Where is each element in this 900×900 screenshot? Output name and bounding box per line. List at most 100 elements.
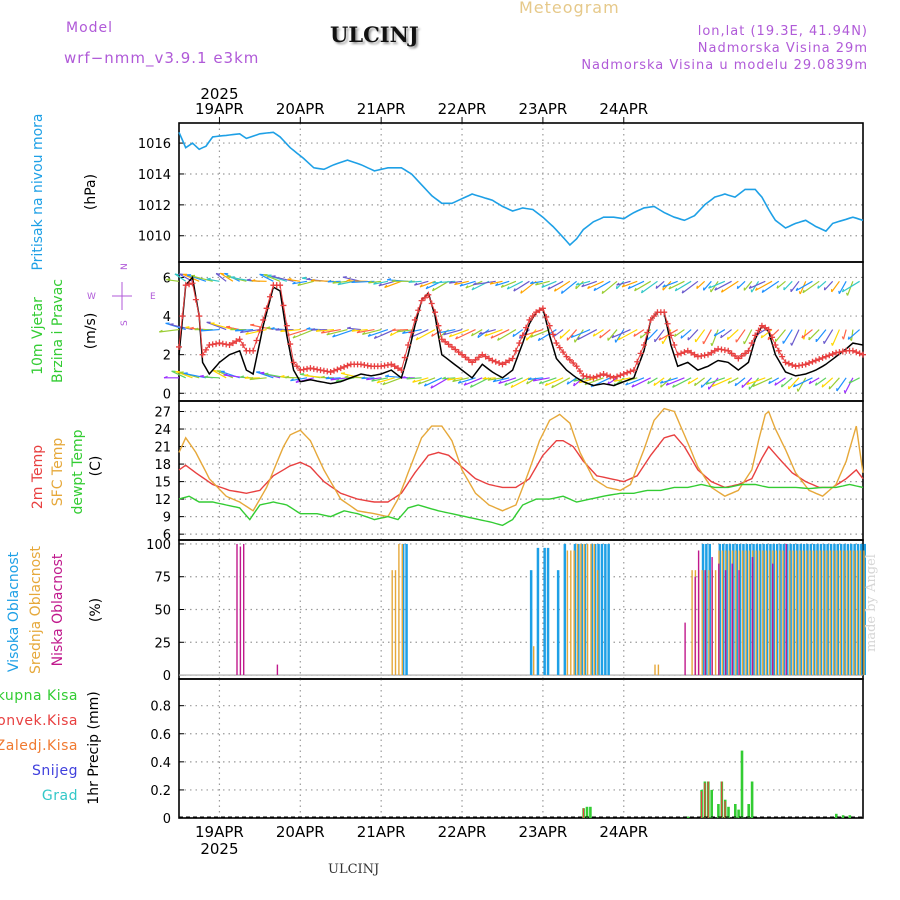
wind-gust-marker [240,342,247,349]
wind-arrow-head [280,329,284,333]
wind-arrow [204,376,220,379]
cloud-high-bar [816,543,819,676]
wind-gust-marker [829,351,836,358]
wind-arrow [755,280,773,291]
wind-arrow [696,280,706,290]
cloud-high-bar [853,543,856,676]
wind-arrow [817,280,827,289]
wind-arrow [287,278,301,282]
cloud-mid-bar [859,550,862,676]
cloud-mid-bar [832,550,835,676]
wind-arrow-head [326,332,330,336]
cloud-high-bar [752,543,755,676]
cloud-high-bar [765,543,769,676]
wind-gust-marker [539,305,546,312]
wind-gust-marker [432,309,439,316]
model-version: wrf−nmm_v3.9.1 e3km [64,49,260,67]
compass-n: N [120,263,130,270]
wind-arrow [497,329,517,341]
pressure-series-line [178,131,864,247]
cloud-high-bar [819,543,823,676]
wind-arrow-head [573,382,576,387]
wind-arrow-head [776,285,779,289]
wind-arrow [727,377,739,384]
precip-conv-bar [721,781,723,818]
wind-arrow-head [346,278,351,282]
wind-arrow-head [332,280,337,284]
wind-arrow-head [790,342,793,346]
cloud-high-bar [573,543,577,676]
cloud-high-bar [796,543,799,676]
wind-arrow [406,377,422,380]
cloud-mid-bar [401,543,403,676]
wind-arrow-head [702,341,705,345]
cloud-mid-bar [394,570,397,676]
cloud-high-bar [779,543,782,676]
y-tick-label: 12 [154,493,171,508]
wind-gust-marker [819,354,826,361]
wind-arrow [665,377,685,386]
wind-gust-marker [563,353,570,360]
cloud-high-bar [806,543,809,676]
wind-gust-marker [492,358,499,365]
wind-arrow-head [478,331,482,335]
wind-arrow [373,280,389,285]
wind-gust-marker [637,350,644,357]
wind-arrow [263,274,281,282]
wind-arrow [581,280,598,288]
wind-arrow [443,328,463,336]
cloud-mid-bar [593,543,595,676]
wind-gust-marker [728,350,735,357]
wind-gust-marker [620,370,627,377]
wind-arrow-head [752,383,756,387]
wind-arrow-head [332,334,336,338]
wind-arrow-head [489,281,494,285]
wind-arrow-head [315,329,320,332]
wind-arrow-head [655,285,658,289]
wind-gust-marker [388,361,395,368]
wind-arrow-head [661,340,664,344]
wind-gust-marker [543,314,550,321]
wind-arrow-head [506,286,510,290]
wind-arrow-head [551,384,554,389]
wind-arrow [519,329,530,339]
wind-arrow [808,377,820,385]
cloud-low-bar [694,576,696,676]
wind-arrow [449,329,469,338]
wind-arrow [727,329,739,341]
wind-arrow [654,329,665,343]
cloud-mid-bar [762,550,764,676]
wind-gust-markers [176,280,866,381]
wind-gust-marker [603,372,610,379]
wind-arrow-head [249,377,254,381]
wind-arrow-head [668,286,672,290]
wind-arrow [601,280,618,295]
wind-speed-series-line [178,275,864,387]
wind-arrow-head [726,336,729,340]
wind-gust-marker [327,369,334,376]
precip-total-bar [710,789,713,818]
cloud-high-bar [718,543,722,676]
wind-arrow-head [239,330,244,334]
wind-arrow-head [194,327,199,331]
wind-arrow [647,377,658,385]
wind-compass: W E N S [87,263,156,326]
wind-arrow-head [264,372,269,375]
wind-arrow-head [658,337,662,341]
wind-arrow [500,280,517,288]
wind-arrow-head [841,288,845,293]
y-tick-label: 4 [163,310,171,325]
wind-arrow-head [471,287,475,291]
wind-gust-marker [395,365,402,372]
wind-arrow-head [570,334,574,338]
wind-arrow [539,377,557,385]
wind-gust-marker [789,361,796,368]
y-tick-label: 24 [154,423,171,438]
wind-arrow-head [532,378,537,382]
wind-arrow [419,280,436,288]
precip-total-bar [848,815,852,818]
wind-arrow [577,329,598,341]
cloud-high-bar [580,543,583,676]
wind-arrow [452,377,469,383]
wind-arrow-head [761,289,764,293]
